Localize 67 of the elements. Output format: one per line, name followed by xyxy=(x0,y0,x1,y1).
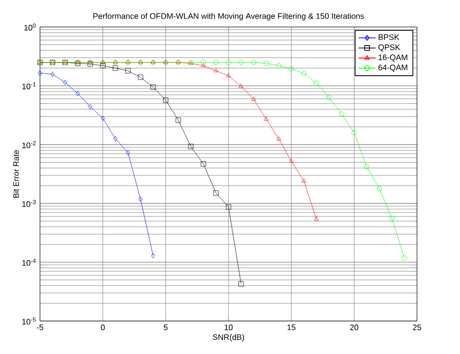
x-axis-title: SNR(dB) xyxy=(212,334,244,342)
point xyxy=(138,74,144,80)
legend-label: 16-QAM xyxy=(378,54,408,62)
point xyxy=(163,98,168,103)
point xyxy=(339,112,344,117)
point xyxy=(100,116,105,121)
point xyxy=(176,118,181,123)
point xyxy=(188,144,194,150)
point xyxy=(214,68,218,72)
point xyxy=(63,80,68,86)
point xyxy=(276,63,282,68)
x-tick-label: 10 xyxy=(224,324,233,330)
x-tick-label: 15 xyxy=(287,324,296,330)
point xyxy=(113,136,118,142)
point xyxy=(326,95,332,100)
point xyxy=(100,63,106,68)
point xyxy=(150,84,156,90)
legend-label: QPSK xyxy=(378,44,400,52)
point xyxy=(264,116,268,121)
point xyxy=(76,90,80,96)
point xyxy=(201,63,206,68)
point xyxy=(38,70,42,76)
point xyxy=(50,72,55,77)
point xyxy=(302,178,306,182)
x-tick-label: 0 xyxy=(100,324,105,330)
point xyxy=(251,96,256,101)
point xyxy=(112,66,118,71)
y-tick-label: 10$^{-5}$ xyxy=(22,317,36,325)
point xyxy=(264,60,269,66)
point xyxy=(213,190,219,196)
point xyxy=(125,68,131,74)
point xyxy=(238,60,244,66)
y-tick-label: 10$^{-2}$ xyxy=(22,141,36,148)
y-tick-label: 10$^{-4}$ xyxy=(22,258,36,266)
legend-label: BPSK xyxy=(378,34,400,40)
point xyxy=(276,136,282,140)
point xyxy=(138,196,143,202)
x-tick-label: 5 xyxy=(164,324,168,330)
point xyxy=(301,70,306,76)
point xyxy=(226,60,232,66)
point xyxy=(238,281,244,286)
chart-title: Performance of OFDM-WLAN with Moving Average Filtering & 150 Iterations xyxy=(93,13,364,20)
y-tick-label: 10$^{-3}$ xyxy=(22,200,36,207)
point xyxy=(389,216,394,221)
point xyxy=(200,60,206,66)
x-tick-label: 20 xyxy=(350,324,358,330)
point xyxy=(226,204,232,210)
point xyxy=(402,255,408,261)
point xyxy=(288,66,294,72)
y-tick-label: 10$^{-1}$ xyxy=(22,82,36,90)
point xyxy=(213,60,219,66)
point xyxy=(251,60,256,66)
point xyxy=(238,84,244,88)
legend-label: 64-QAM xyxy=(378,64,408,72)
point xyxy=(352,130,357,136)
point xyxy=(364,164,370,170)
y-tick-label: 10$^{0}$ xyxy=(24,23,36,31)
point xyxy=(226,73,231,78)
point xyxy=(376,186,382,191)
point xyxy=(88,104,92,110)
point xyxy=(126,150,130,156)
point xyxy=(200,161,206,166)
point xyxy=(314,80,320,86)
y-axis-title: Bit Error Rate xyxy=(12,150,19,198)
x-tick-label: -5 xyxy=(36,324,44,330)
point xyxy=(289,158,294,163)
x-tick-label: 25 xyxy=(412,324,422,330)
